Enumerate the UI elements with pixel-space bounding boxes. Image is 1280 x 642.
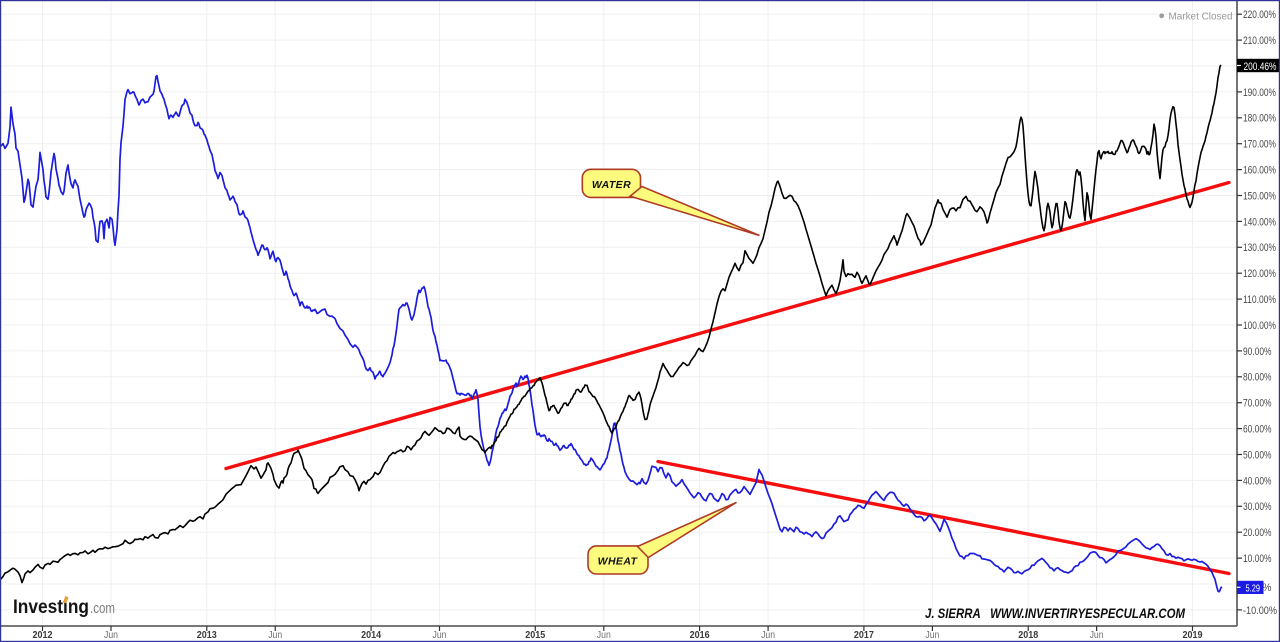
svg-text:20.00%: 20.00%	[1243, 527, 1272, 539]
svg-text:110.00%: 110.00%	[1243, 294, 1276, 306]
svg-text:2019: 2019	[1183, 629, 1203, 641]
svg-text:220.00%: 220.00%	[1243, 9, 1276, 21]
svg-text:Jun: Jun	[925, 629, 939, 641]
svg-text:10.00%: 10.00%	[1243, 553, 1272, 565]
svg-text:40.00%: 40.00%	[1243, 475, 1272, 487]
svg-text:80.00%: 80.00%	[1243, 372, 1272, 384]
svg-text:-10.00%: -10.00%	[1243, 605, 1277, 617]
svg-text:50.00%: 50.00%	[1243, 449, 1272, 461]
svg-text:190.00%: 190.00%	[1243, 87, 1276, 99]
svg-text:5.29: 5.29	[1246, 582, 1261, 594]
svg-text:2017: 2017	[854, 629, 874, 641]
svg-text:70.00%: 70.00%	[1243, 398, 1272, 410]
svg-text:.com: .com	[90, 601, 115, 617]
svg-text:2013: 2013	[197, 629, 217, 641]
svg-text:170.00%: 170.00%	[1243, 139, 1276, 151]
svg-text:100.00%: 100.00%	[1243, 320, 1276, 332]
svg-text:Jun: Jun	[597, 629, 611, 641]
svg-text:120.00%: 120.00%	[1243, 268, 1276, 280]
svg-text:2012: 2012	[33, 629, 53, 641]
svg-text:WHEAT: WHEAT	[598, 556, 639, 568]
svg-text:Jun: Jun	[104, 629, 118, 641]
svg-text:90.00%: 90.00%	[1243, 346, 1272, 358]
svg-text:Jun: Jun	[268, 629, 282, 641]
svg-text:Jun: Jun	[433, 629, 447, 641]
svg-text:140.00%: 140.00%	[1243, 216, 1276, 228]
svg-text:150.00%: 150.00%	[1243, 190, 1276, 202]
svg-text:60.00%: 60.00%	[1243, 424, 1272, 436]
svg-text:WATER: WATER	[592, 179, 631, 191]
svg-text:J. SIERRA WWW.INVERTIRYESPEC: J. SIERRA WWW.INVERTIRYESPECULAR.COM	[925, 605, 1185, 621]
svg-text:Market Closed: Market Closed	[1169, 11, 1233, 22]
svg-text:Investıng: Investıng	[13, 596, 89, 618]
svg-text:30.00%: 30.00%	[1243, 501, 1272, 513]
svg-text:130.00%: 130.00%	[1243, 242, 1276, 254]
svg-text:180.00%: 180.00%	[1243, 113, 1276, 125]
svg-text:160.00%: 160.00%	[1243, 165, 1276, 177]
svg-text:2014: 2014	[361, 629, 381, 641]
svg-text:Jun: Jun	[761, 629, 775, 641]
svg-text:200.46%: 200.46%	[1244, 61, 1277, 73]
svg-text:2018: 2018	[1018, 629, 1038, 641]
svg-text:2016: 2016	[690, 629, 710, 641]
svg-text:Jun: Jun	[1090, 629, 1104, 641]
svg-text:210.00%: 210.00%	[1243, 35, 1276, 47]
svg-text:2015: 2015	[525, 629, 545, 641]
